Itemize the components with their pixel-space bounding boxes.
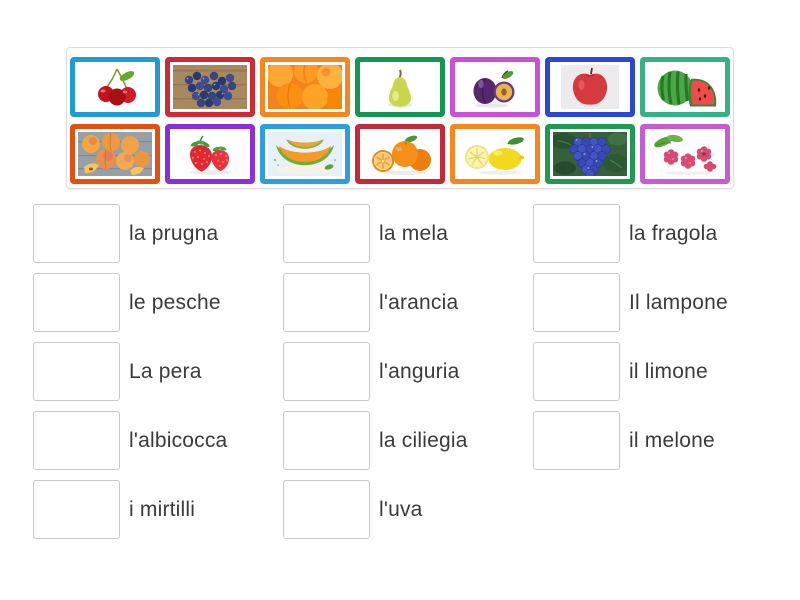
image-bank-row-1 — [70, 57, 730, 117]
answer-drop-box[interactable] — [533, 342, 620, 401]
match-label: la prugna — [129, 221, 219, 245]
match-column-1: la prugna le pesche La pera l'albicocca … — [33, 204, 283, 549]
apple-image — [561, 65, 619, 109]
match-row: le pesche — [33, 273, 283, 332]
match-label: i mirtilli — [129, 497, 196, 521]
bank-tile-melon[interactable] — [260, 124, 350, 184]
answer-drop-box[interactable] — [33, 480, 120, 539]
answer-drop-box[interactable] — [533, 411, 620, 470]
answer-drop-box[interactable] — [33, 342, 120, 401]
plum-image — [473, 70, 515, 108]
watermelon-image — [657, 70, 717, 107]
bank-tile-watermelon[interactable] — [640, 57, 730, 117]
match-row: i mirtilli — [33, 480, 283, 539]
answer-drop-box[interactable] — [33, 273, 120, 332]
answer-drop-box[interactable] — [533, 204, 620, 263]
match-row: la mela — [283, 204, 533, 263]
bank-tile-apricots[interactable] — [260, 57, 350, 117]
answer-drop-box[interactable] — [33, 204, 120, 263]
image-bank-row-2 — [70, 124, 730, 184]
match-label: Il lampone — [629, 290, 728, 314]
match-label: la fragola — [629, 221, 718, 245]
lemons-image — [465, 137, 525, 175]
match-row: l'albicocca — [33, 411, 283, 470]
bank-tile-blueberries[interactable] — [165, 57, 255, 117]
match-row: La pera — [33, 342, 283, 401]
bank-tile-peaches[interactable] — [70, 124, 160, 184]
answer-drop-box[interactable] — [533, 273, 620, 332]
match-label: La pera — [129, 359, 202, 383]
match-label: l'anguria — [379, 359, 460, 383]
bank-tile-pear[interactable] — [355, 57, 445, 117]
strawberries-image — [189, 135, 232, 175]
oranges-image — [372, 135, 431, 175]
match-label: la mela — [379, 221, 449, 245]
answer-drop-box[interactable] — [33, 411, 120, 470]
answer-drop-box[interactable] — [283, 411, 370, 470]
match-row: l'arancia — [283, 273, 533, 332]
raspberries-image — [654, 134, 717, 175]
match-row: la prugna — [33, 204, 283, 263]
match-label: le pesche — [129, 290, 221, 314]
peaches-image — [78, 132, 152, 176]
match-column-2: la mela l'arancia l'anguria la ciliegia … — [283, 204, 533, 549]
bank-tile-cherries[interactable] — [70, 57, 160, 117]
bank-tile-apple[interactable] — [545, 57, 635, 117]
answer-drop-box[interactable] — [283, 204, 370, 263]
bank-tile-strawberries[interactable] — [165, 124, 255, 184]
match-row: il melone — [533, 411, 783, 470]
bank-tile-oranges[interactable] — [355, 124, 445, 184]
pear-image — [388, 69, 412, 108]
bank-tile-raspberries[interactable] — [640, 124, 730, 184]
answer-drop-box[interactable] — [283, 273, 370, 332]
match-row: il limone — [533, 342, 783, 401]
match-row: l'anguria — [283, 342, 533, 401]
bank-tile-plum[interactable] — [450, 57, 540, 117]
answer-drop-box[interactable] — [283, 480, 370, 539]
bank-tile-lemons[interactable] — [450, 124, 540, 184]
bank-tile-grapes[interactable] — [545, 124, 635, 184]
match-label: il limone — [629, 359, 708, 383]
cherries-image — [98, 68, 136, 106]
melon-image — [268, 132, 342, 176]
match-row: Il lampone — [533, 273, 783, 332]
image-bank-panel — [66, 47, 734, 189]
match-column-3: la fragola Il lampone il limone il melon… — [533, 204, 783, 480]
match-label: il melone — [629, 428, 715, 452]
match-row: la ciliegia — [283, 411, 533, 470]
apricots-image — [268, 65, 342, 109]
match-label: l'arancia — [379, 290, 459, 314]
match-label: l'albicocca — [129, 428, 228, 452]
blueberries-image — [173, 65, 247, 109]
match-row: la fragola — [533, 204, 783, 263]
grapes-image — [553, 132, 627, 176]
match-label: la ciliegia — [379, 428, 468, 452]
match-label: l'uva — [379, 497, 423, 521]
answer-drop-box[interactable] — [283, 342, 370, 401]
match-row: l'uva — [283, 480, 533, 539]
